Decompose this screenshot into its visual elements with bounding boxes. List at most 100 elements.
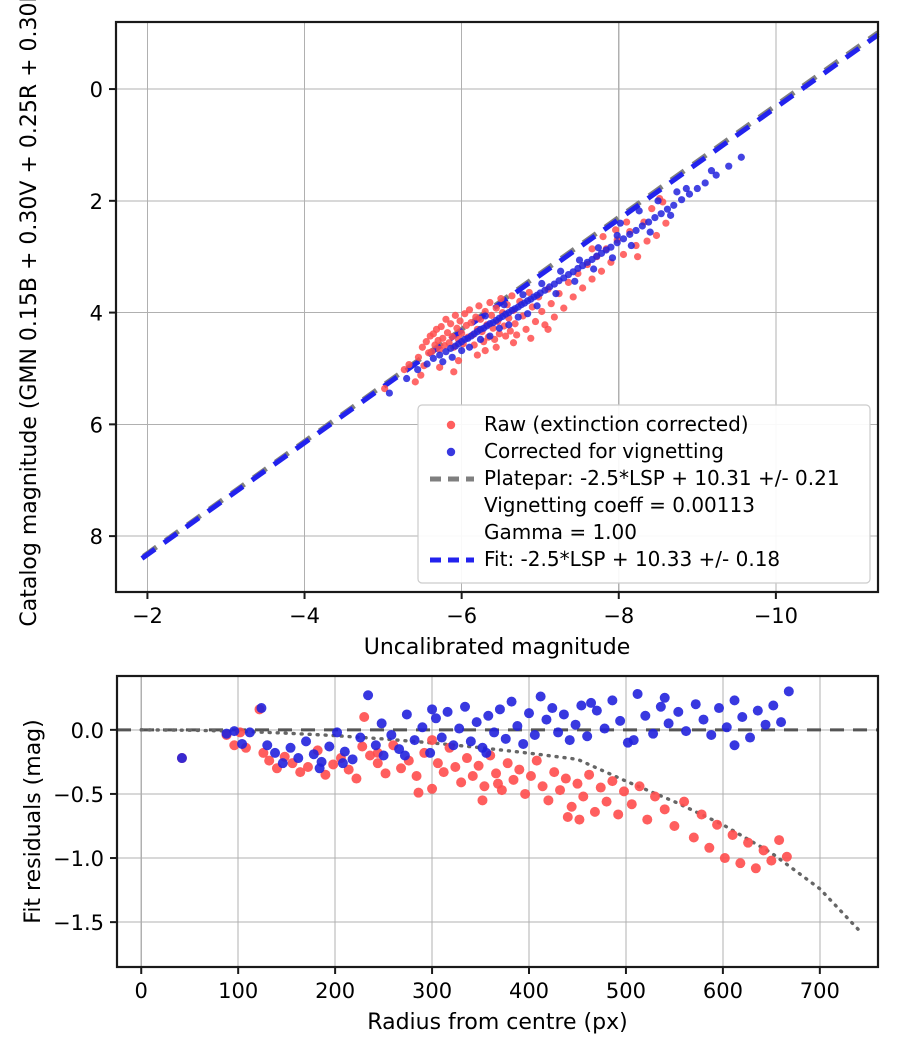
data-point bbox=[411, 770, 422, 781]
data-point bbox=[487, 311, 496, 319]
data-point bbox=[347, 754, 358, 765]
data-point bbox=[524, 708, 535, 719]
data-point bbox=[229, 726, 240, 737]
data-point bbox=[328, 759, 339, 770]
data-point bbox=[401, 709, 412, 720]
legend-marker-dot bbox=[446, 420, 456, 430]
data-point bbox=[538, 279, 546, 288]
data-point bbox=[229, 740, 240, 751]
data-point bbox=[244, 727, 255, 738]
data-point bbox=[519, 291, 527, 299]
data-point bbox=[659, 692, 670, 703]
data-point bbox=[425, 747, 436, 758]
data-point bbox=[403, 374, 411, 383]
data-point bbox=[365, 750, 376, 761]
y-tick-label: 0.0 bbox=[71, 719, 104, 743]
data-point bbox=[673, 706, 684, 717]
data-point bbox=[339, 746, 350, 757]
legend-marker-dot bbox=[446, 447, 456, 457]
data-point bbox=[669, 820, 680, 831]
data-point bbox=[566, 801, 577, 812]
data-point bbox=[396, 763, 407, 774]
axes-frame bbox=[115, 674, 880, 969]
data-point bbox=[613, 239, 621, 247]
data-point bbox=[427, 704, 438, 715]
data-point bbox=[370, 740, 381, 751]
data-point bbox=[413, 787, 424, 798]
data-point bbox=[506, 327, 514, 335]
data-point bbox=[471, 717, 482, 728]
data-point bbox=[688, 832, 699, 843]
data-point bbox=[386, 729, 397, 740]
plot-line-fit bbox=[140, 32, 880, 561]
data-point bbox=[448, 740, 459, 751]
data-point bbox=[544, 325, 552, 333]
data-point bbox=[461, 753, 472, 764]
data-point bbox=[737, 712, 748, 723]
data-point bbox=[550, 313, 558, 321]
data-point bbox=[380, 768, 391, 779]
data-point bbox=[766, 855, 777, 866]
data-point bbox=[547, 703, 558, 714]
data-point bbox=[308, 749, 319, 760]
data-point bbox=[712, 819, 723, 830]
data-point bbox=[623, 218, 631, 226]
data-point bbox=[607, 243, 615, 251]
data-point bbox=[591, 705, 602, 716]
data-point bbox=[535, 691, 546, 702]
data-point bbox=[634, 253, 642, 261]
data-point bbox=[456, 317, 464, 325]
data-point bbox=[655, 701, 666, 712]
legend-label: Corrected for vignetting bbox=[484, 439, 724, 463]
data-point bbox=[560, 304, 568, 312]
data-point bbox=[423, 360, 431, 368]
data-point bbox=[712, 171, 720, 179]
data-point bbox=[572, 778, 583, 789]
y-tick-label: 4 bbox=[90, 302, 103, 326]
y-tick-label: −1.0 bbox=[53, 847, 104, 871]
data-point bbox=[447, 320, 455, 328]
data-point bbox=[648, 205, 656, 213]
data-point bbox=[531, 755, 542, 766]
data-point bbox=[560, 773, 571, 784]
x-tick-label: 100 bbox=[218, 979, 258, 1003]
data-point bbox=[704, 842, 715, 853]
data-point bbox=[442, 706, 453, 717]
data-point bbox=[451, 311, 459, 319]
data-point bbox=[458, 329, 466, 337]
data-point bbox=[640, 710, 651, 721]
data-point bbox=[495, 330, 503, 338]
data-point bbox=[262, 740, 273, 751]
data-point bbox=[619, 250, 628, 259]
data-point bbox=[781, 851, 792, 862]
data-point bbox=[439, 334, 447, 342]
x-tick-label: 0 bbox=[135, 979, 148, 1003]
data-point bbox=[582, 731, 593, 742]
data-point bbox=[258, 747, 269, 758]
data-point bbox=[635, 207, 643, 215]
data-point bbox=[584, 769, 595, 780]
data-point bbox=[372, 758, 383, 769]
data-point bbox=[760, 719, 771, 730]
data-point bbox=[432, 758, 443, 769]
data-point bbox=[543, 795, 554, 806]
y-tick-label: 0 bbox=[90, 78, 103, 102]
data-point bbox=[663, 718, 674, 729]
data-point bbox=[719, 853, 730, 864]
calibration-axes: −2 −4 −6 −8 −10 0 2 4 6 8 Uncalibrated magnitude Ca… bbox=[17, 0, 880, 660]
x-axis-label: Radius from centre (px) bbox=[367, 1010, 627, 1035]
data-point bbox=[277, 758, 288, 769]
data-point bbox=[481, 346, 489, 355]
data-point bbox=[569, 293, 577, 301]
data-point bbox=[445, 339, 453, 347]
data-point bbox=[520, 788, 531, 799]
data-point bbox=[481, 747, 492, 758]
data-point bbox=[729, 740, 740, 751]
data-point bbox=[494, 704, 505, 715]
data-point bbox=[599, 723, 610, 734]
data-point bbox=[783, 686, 794, 697]
data-point bbox=[750, 863, 761, 874]
data-point bbox=[475, 302, 483, 310]
data-point bbox=[427, 783, 438, 794]
